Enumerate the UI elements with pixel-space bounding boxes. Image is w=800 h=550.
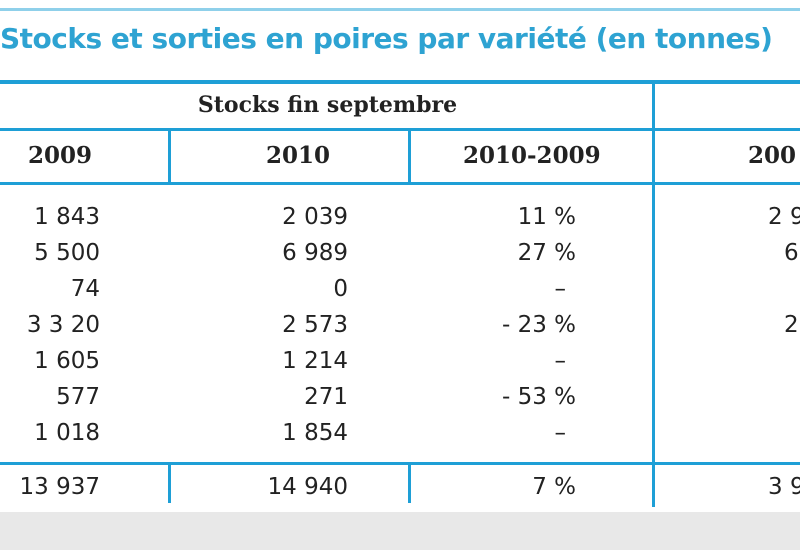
rule-top xyxy=(0,80,800,84)
table-cell: 2 9 xyxy=(768,204,800,230)
total-cell: 7 % xyxy=(532,474,576,500)
col-header-2009-sorties: 200 xyxy=(748,142,797,169)
col-header-2010-2009: 2010-2009 xyxy=(463,142,601,169)
vrule-1 xyxy=(168,130,171,184)
vrule-2-total xyxy=(408,463,411,503)
vrule-3 xyxy=(652,82,655,507)
total-cell: 13 937 xyxy=(19,474,100,500)
table-cell: 1 854 xyxy=(282,420,348,446)
table-cell: – xyxy=(554,276,567,302)
table-cell: 2 573 xyxy=(282,312,348,338)
rule-group xyxy=(0,128,800,131)
table-cell: – xyxy=(554,348,567,374)
group-header: Stocks fin septembre xyxy=(197,92,458,118)
table-cell: 1 605 xyxy=(34,348,100,374)
table-cell: 74 xyxy=(70,276,100,302)
table-cell: 1 843 xyxy=(34,204,100,230)
table-cell: 2 xyxy=(784,312,799,338)
total-cell: 14 940 xyxy=(267,474,348,500)
table-cell: - 53 % xyxy=(501,384,576,410)
table-cell: 0 xyxy=(333,276,348,302)
table-cell: 577 xyxy=(56,384,100,410)
total-cell: 3 9 xyxy=(768,474,800,500)
table-cell: 6 989 xyxy=(282,240,348,266)
table-title: Stocks et sorties en poires par variété … xyxy=(0,22,773,55)
top-rule xyxy=(0,8,800,11)
table-cell: - 23 % xyxy=(501,312,576,338)
col-header-2010: 2010 xyxy=(266,142,331,169)
table-cell: 2 039 xyxy=(282,204,348,230)
table-cell: 27 % xyxy=(517,240,576,266)
table-cell: 1 018 xyxy=(34,420,100,446)
table-cell: 1 214 xyxy=(282,348,348,374)
table-cell: – xyxy=(554,420,567,446)
col-header-2009: 2009 xyxy=(28,142,93,169)
vrule-1-total xyxy=(168,463,171,503)
table-cell: 271 xyxy=(304,384,348,410)
table-cell: 3 3 20 xyxy=(26,312,100,338)
rule-total xyxy=(0,462,800,465)
table-cell: 11 % xyxy=(517,204,576,230)
vrule-2 xyxy=(408,130,411,184)
rule-header xyxy=(0,182,800,185)
bottom-shade xyxy=(0,512,800,550)
table-cell: 6 xyxy=(784,240,799,266)
table-cell: 5 500 xyxy=(34,240,100,266)
